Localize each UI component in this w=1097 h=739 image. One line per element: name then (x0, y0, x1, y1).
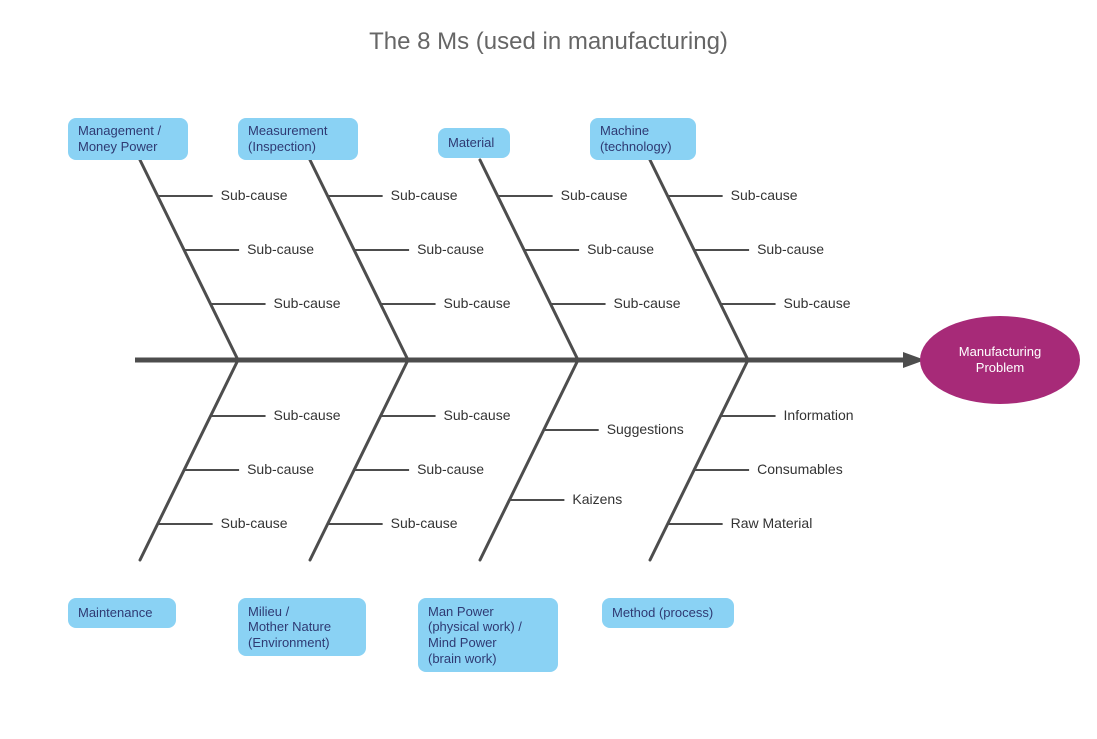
sub-cause-method-2: Raw Material (731, 515, 813, 531)
sub-cause-maintenance-2: Sub-cause (221, 515, 288, 531)
sub-cause-measurement-0: Sub-cause (444, 295, 511, 311)
category-machine: Machine (technology) (590, 118, 696, 160)
sub-cause-machine-0: Sub-cause (784, 295, 851, 311)
sub-cause-milieu-1: Sub-cause (417, 461, 484, 477)
category-measurement: Measurement (Inspection) (238, 118, 358, 160)
sub-cause-material-0: Sub-cause (614, 295, 681, 311)
sub-cause-machine-1: Sub-cause (757, 241, 824, 257)
category-management: Management / Money Power (68, 118, 188, 160)
sub-cause-milieu-0: Sub-cause (444, 407, 511, 423)
sub-cause-maintenance-1: Sub-cause (247, 461, 314, 477)
sub-cause-measurement-1: Sub-cause (417, 241, 484, 257)
category-material: Material (438, 128, 510, 158)
sub-cause-method-1: Consumables (757, 461, 843, 477)
sub-cause-machine-2: Sub-cause (731, 187, 798, 203)
sub-cause-manpower-1: Kaizens (572, 491, 622, 507)
sub-cause-management-1: Sub-cause (247, 241, 314, 257)
sub-cause-material-1: Sub-cause (587, 241, 654, 257)
bone-manpower (480, 360, 578, 560)
category-maintenance: Maintenance (68, 598, 176, 628)
category-milieu: Milieu / Mother Nature (Environment) (238, 598, 366, 656)
sub-cause-maintenance-0: Sub-cause (274, 407, 341, 423)
sub-cause-manpower-0: Suggestions (607, 421, 684, 437)
sub-cause-method-0: Information (784, 407, 854, 423)
category-manpower: Man Power (physical work) / Mind Power (… (418, 598, 558, 672)
sub-cause-milieu-2: Sub-cause (391, 515, 458, 531)
sub-cause-measurement-2: Sub-cause (391, 187, 458, 203)
effect-label: Manufacturing Problem (959, 344, 1041, 377)
sub-cause-material-2: Sub-cause (561, 187, 628, 203)
effect-problem: Manufacturing Problem (920, 316, 1080, 404)
category-method: Method (process) (602, 598, 734, 628)
sub-cause-management-0: Sub-cause (274, 295, 341, 311)
sub-cause-management-2: Sub-cause (221, 187, 288, 203)
